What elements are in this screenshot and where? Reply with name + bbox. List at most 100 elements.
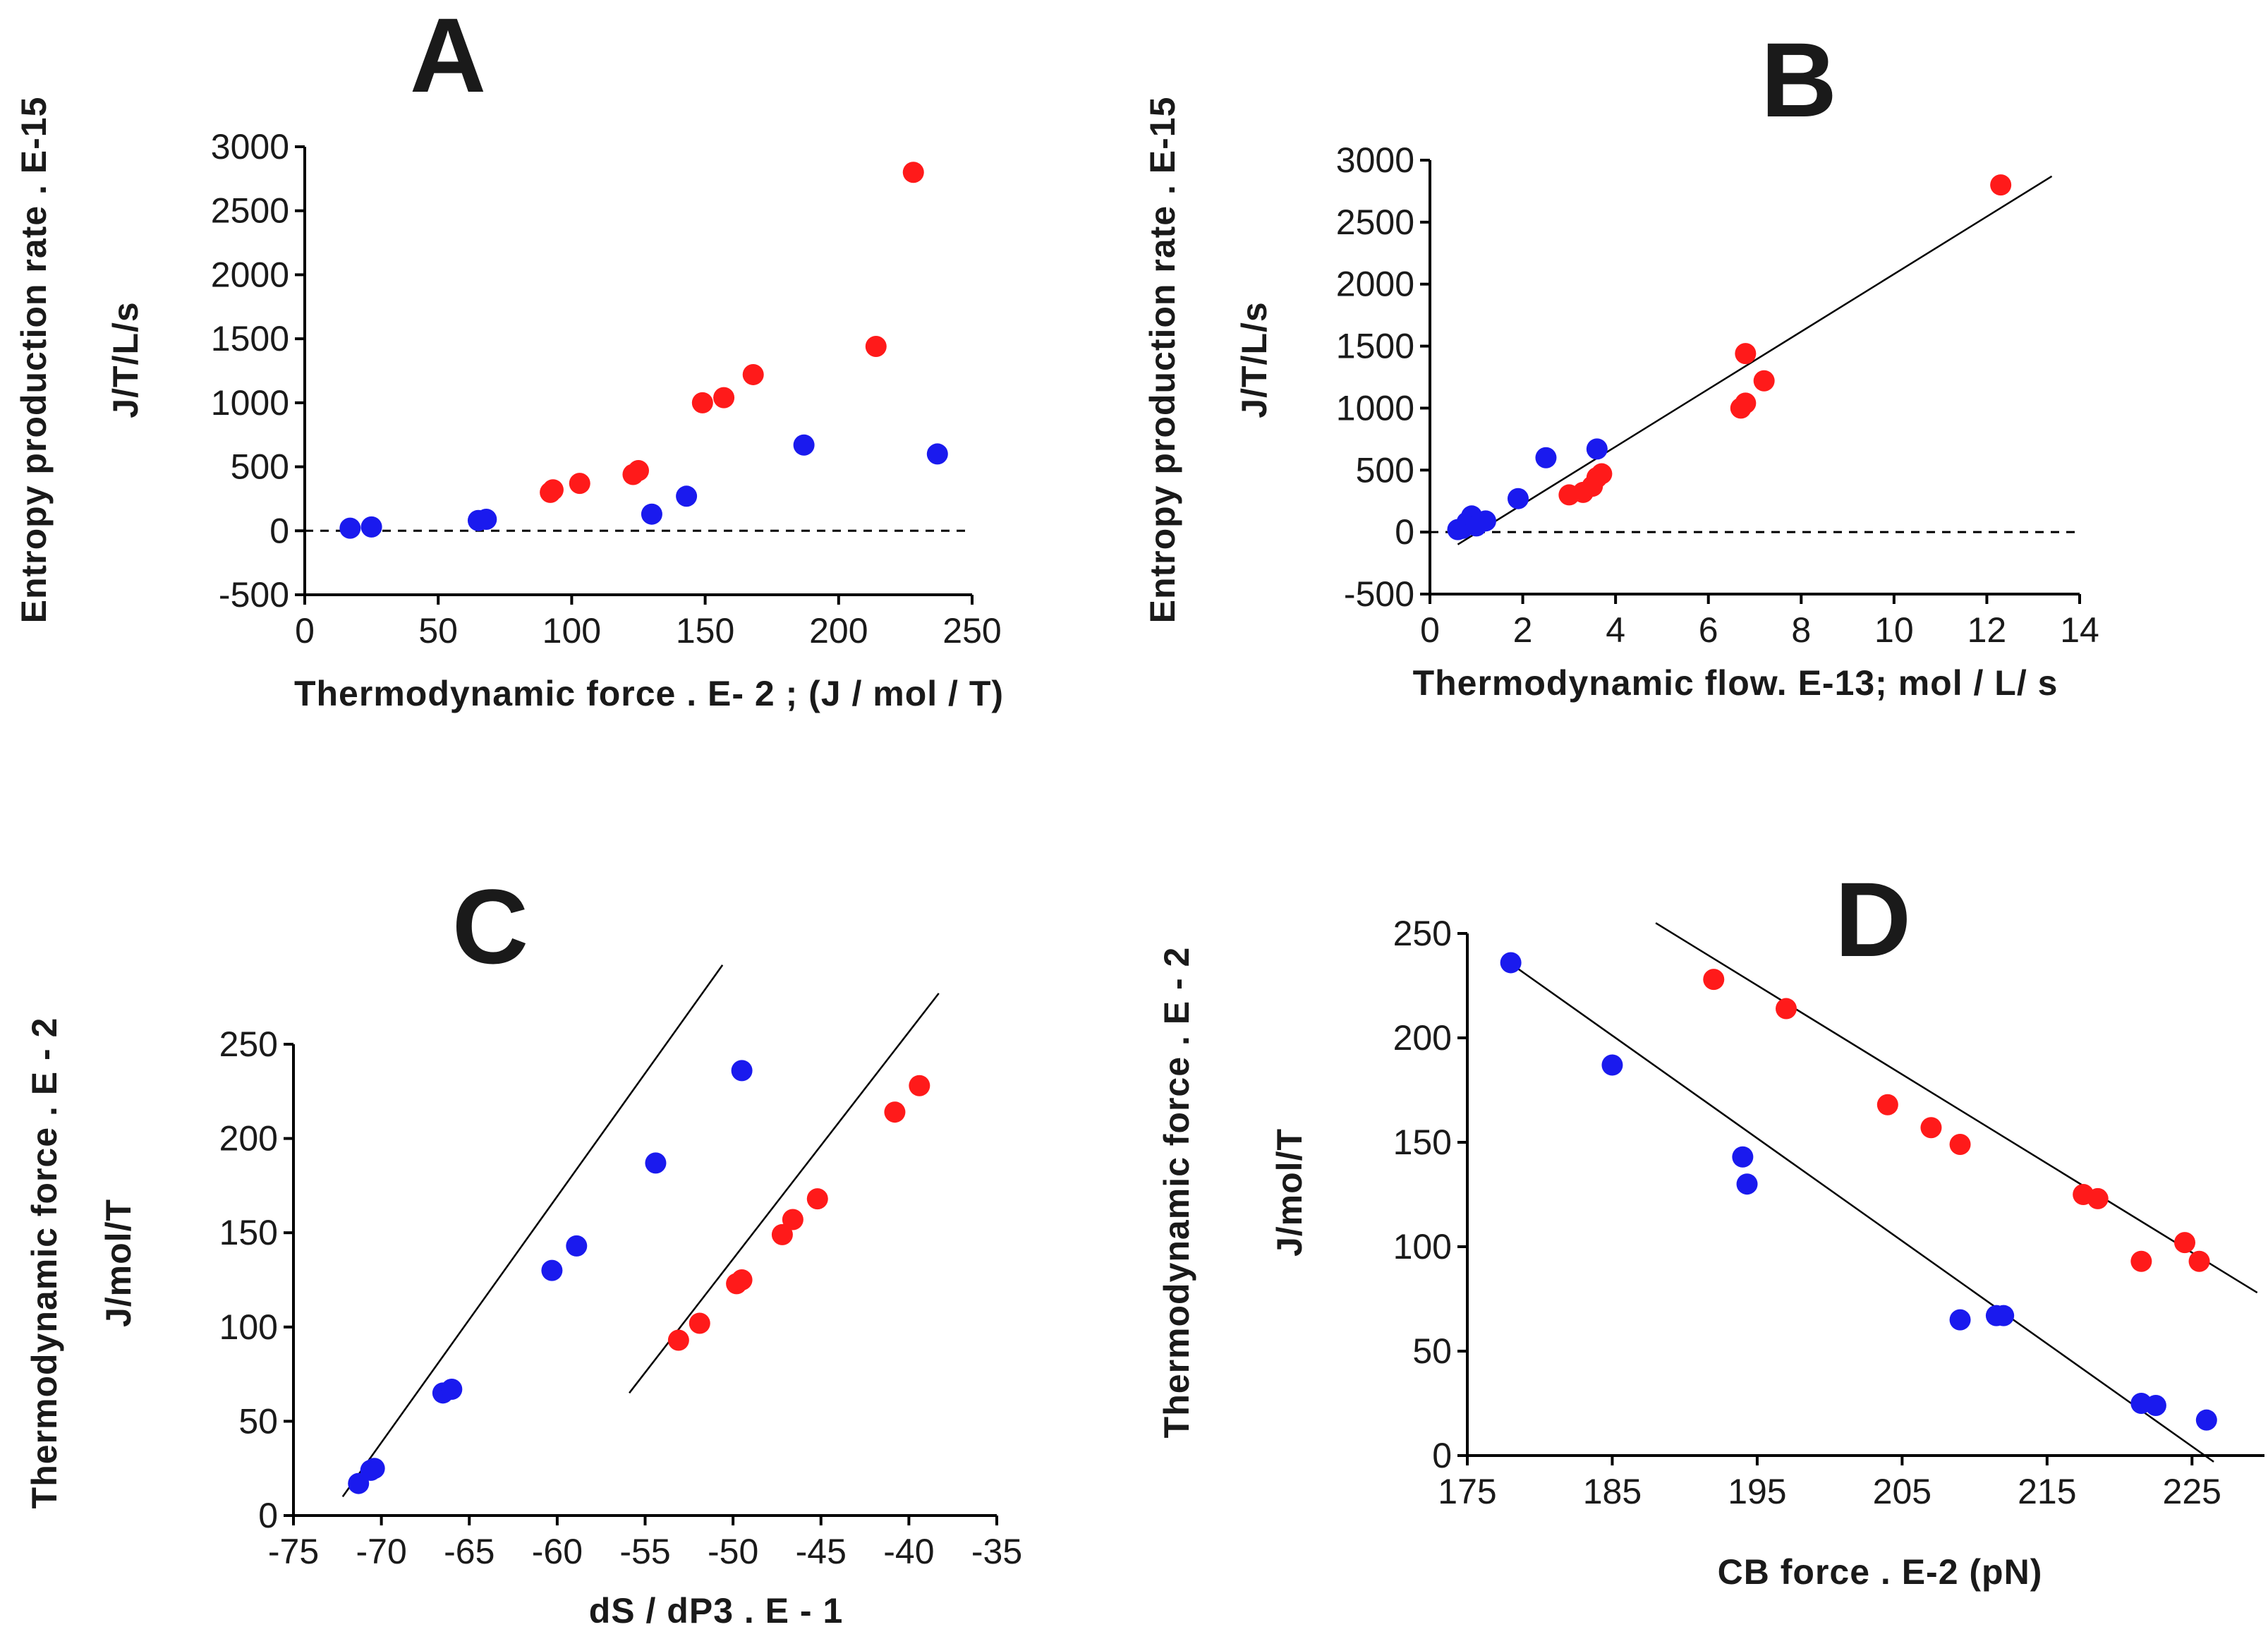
data-point-red-d (1949, 1133, 1971, 1155)
data-point-red-a (713, 387, 735, 409)
y-tick-label-c: 150 (219, 1213, 278, 1252)
y-tick-label-a: 1000 (211, 383, 289, 423)
data-point-blue-d (1736, 1173, 1758, 1195)
panel-b: B Entropy production rate . E-15 J/T/L/s… (1143, 20, 2099, 703)
x-tick-label-b: 6 (1699, 610, 1718, 650)
y-axis-title-c: Thermodynamic force . E - 2 (25, 1017, 64, 1509)
y-tick-label-b: 1000 (1336, 388, 1414, 428)
fit-line-d (1503, 957, 2214, 1463)
x-tick-label-c: -65 (444, 1532, 495, 1571)
y-tick-label-d: 200 (1393, 1018, 1452, 1058)
data-point-red-d (2174, 1232, 2195, 1254)
data-point-red-c (667, 1329, 689, 1351)
data-point-red-c (806, 1188, 828, 1210)
x-tick-label-b: 12 (1967, 610, 2007, 650)
y-axis-unit-b: J/T/L/s (1235, 301, 1274, 418)
data-point-blue-c (731, 1060, 753, 1082)
data-point-red-a (628, 460, 649, 482)
x-tick-label-b: 2 (1513, 610, 1533, 650)
x-tick-label-d: 195 (1728, 1472, 1786, 1511)
data-point-blue-d (1949, 1309, 1971, 1331)
x-tick-label-b: 8 (1791, 610, 1811, 650)
data-point-blue-c (363, 1458, 385, 1480)
data-point-blue-a (475, 508, 497, 530)
y-tick-label-b: 1500 (1336, 327, 1414, 366)
panel-letter-b: B (1761, 20, 1837, 139)
data-point-red-d (2130, 1250, 2152, 1272)
panel-letter-a: A (410, 0, 486, 114)
data-point-blue-a (339, 517, 361, 539)
y-tick-label-d: 50 (1412, 1331, 1452, 1371)
data-point-red-a (542, 479, 564, 501)
data-point-red-c (884, 1101, 906, 1123)
y-tick-label-b: 500 (1356, 450, 1414, 490)
x-tick-label-a: 250 (942, 611, 1001, 651)
x-axis-title-a: Thermodynamic force . E- 2 ; (J / mol / … (294, 674, 1004, 713)
x-tick-label-c: -60 (532, 1532, 583, 1571)
data-point-red-b (1591, 463, 1613, 485)
x-tick-label-a: 150 (676, 611, 734, 651)
y-axis-title-b: Entropy production rate . E-15 (1143, 97, 1182, 624)
y-tick-label-b: -500 (1344, 574, 1414, 614)
data-point-blue-a (360, 516, 382, 538)
data-point-blue-c (566, 1235, 588, 1257)
data-point-red-b (1735, 343, 1757, 365)
fit-line-c (341, 964, 724, 1498)
y-tick-label-c: 0 (258, 1496, 278, 1535)
y-axis-unit-c: J/mol/T (99, 1199, 138, 1327)
x-tick-label-c: -40 (883, 1532, 934, 1571)
data-point-blue-d (1732, 1146, 1754, 1168)
data-point-red-a (742, 363, 764, 385)
fit-line-d (1655, 922, 2258, 1294)
data-point-red-d (1703, 969, 1725, 991)
data-point-blue-b (1507, 488, 1529, 509)
data-point-red-b (1990, 174, 2012, 196)
data-point-red-a (865, 336, 887, 358)
y-tick-label-d: 100 (1393, 1227, 1452, 1266)
y-tick-label-c: 200 (219, 1119, 278, 1159)
y-tick-label-c: 250 (219, 1024, 278, 1064)
y-tick-label-a: 2000 (211, 255, 289, 294)
plot-area-d: 0 50 100 150 200 250 175 185 195 205 215 225 (1393, 914, 2264, 1511)
data-point-red-d (2188, 1250, 2210, 1272)
y-tick-label-a: 3000 (211, 127, 289, 167)
data-point-red-d (1876, 1094, 1898, 1115)
plot-area-c: 0 50 100 150 200 250 -75 -70 -65 -60 -55 -50 -45 -40-… (219, 964, 1022, 1571)
data-point-red-a (691, 392, 713, 413)
x-tick-label-d: 175 (1438, 1472, 1496, 1511)
x-tick-label-a: 0 (295, 611, 315, 651)
panel-letter-c: C (452, 867, 528, 986)
y-tick-label-b: 2500 (1336, 202, 1414, 242)
x-tick-label-a: 50 (418, 611, 458, 651)
y-tick-label-b: 2000 (1336, 265, 1414, 304)
y-axis-title-d: Thermodynamic force . E - 2 (1157, 947, 1196, 1439)
data-point-blue-d (1500, 952, 1522, 974)
x-axis-title-c: dS / dP3 . E - 1 (589, 1591, 844, 1631)
x-tick-label-c: -45 (796, 1532, 847, 1571)
y-tick-label-b: 3000 (1336, 140, 1414, 180)
data-point-red-d (2087, 1187, 2109, 1209)
y-axis-unit-d: J/mol/T (1270, 1128, 1309, 1257)
data-point-red-a (902, 162, 924, 183)
y-tick-label-a: 2500 (211, 191, 289, 231)
x-tick-label-d: 225 (2163, 1472, 2221, 1511)
data-point-blue-b (1474, 510, 1496, 532)
panel-c: C Thermodynamic force . E - 2 J/mol/T dS… (25, 867, 1022, 1631)
x-tick-label-c: -35 (971, 1532, 1022, 1571)
x-tick-label-d: 215 (2018, 1472, 2076, 1511)
y-tick-label-c: 50 (238, 1401, 278, 1441)
x-tick-label-b: 14 (2060, 610, 2099, 650)
data-point-red-c (771, 1223, 793, 1245)
data-point-blue-c (441, 1378, 463, 1400)
x-tick-label-c: -75 (268, 1532, 319, 1571)
y-tick-label-d: 150 (1393, 1123, 1452, 1162)
data-point-blue-c (541, 1259, 563, 1281)
panel-letter-d: D (1835, 860, 1911, 979)
data-point-blue-b (1586, 438, 1608, 460)
y-tick-label-a: 0 (269, 511, 289, 550)
data-point-red-b (1753, 370, 1775, 392)
x-tick-label-b: 0 (1420, 610, 1440, 650)
